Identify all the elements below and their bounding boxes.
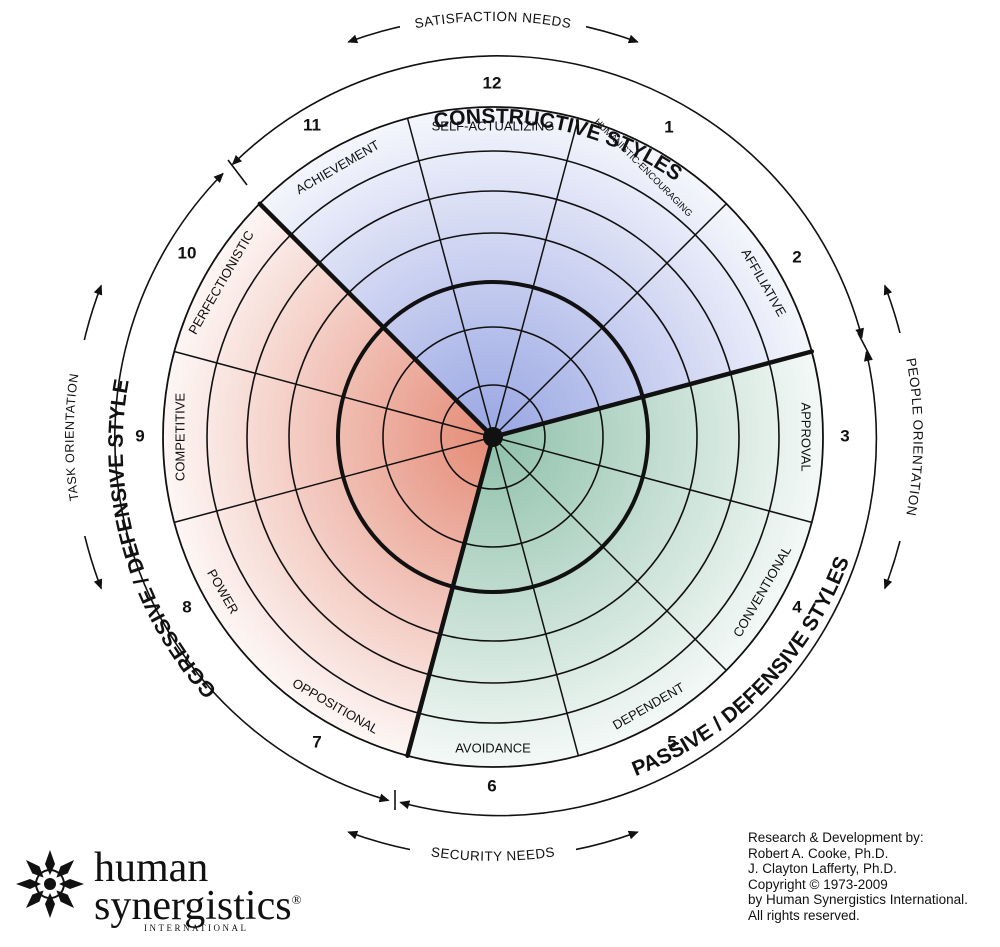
style-number-11: 11 xyxy=(303,115,321,134)
credits-line: J. Clayton Lafferty, Ph.D. xyxy=(748,861,897,876)
logo-text-international: INTERNATIONAL xyxy=(144,923,249,933)
style-number-12: 12 xyxy=(483,73,502,92)
registered-mark: ® xyxy=(291,892,302,907)
logo-text-synergistics: synergistics® xyxy=(94,883,302,929)
style-label-3: APPROVAL xyxy=(799,402,814,471)
style-label-6: AVOIDANCE xyxy=(455,740,531,755)
style-number-10: 10 xyxy=(178,243,197,262)
style-number-1: 1 xyxy=(664,117,673,136)
task-orientation-label: TASK ORIENTATION xyxy=(63,372,82,502)
security-needs-label: SECURITY NEEDS xyxy=(430,844,556,864)
credits-line: by Human Synergistics International. xyxy=(748,892,968,907)
style-number-7: 7 xyxy=(312,732,321,751)
company-logo: human synergistics® INTERNATIONAL xyxy=(14,845,301,938)
style-number-6: 6 xyxy=(487,776,496,795)
style-number-4: 4 xyxy=(792,597,802,616)
satisfaction-needs-label: SATISFACTION NEEDS xyxy=(413,9,572,31)
credits-block: Research & Development by: Robert A. Coo… xyxy=(748,830,998,923)
style-label-12: SELF-ACTUALIZING xyxy=(432,118,555,133)
people-orientation-label: PEOPLE ORIENTATION xyxy=(903,357,925,518)
style-number-3: 3 xyxy=(840,426,849,445)
credits-line: Research & Development by: xyxy=(748,830,924,845)
synergistics-star-icon xyxy=(16,850,84,918)
style-number-8: 8 xyxy=(182,597,191,616)
credits-line: Robert A. Cooke, Ph.D. xyxy=(748,845,889,861)
logo-text-human: human xyxy=(94,845,209,891)
credits-line: Copyright © 1973-2009 xyxy=(748,876,888,892)
style-number-2: 2 xyxy=(792,247,801,266)
credits-line: All rights reserved. xyxy=(748,907,860,923)
style-number-9: 9 xyxy=(135,426,144,445)
style-label-9: COMPETITIVE xyxy=(172,393,187,481)
